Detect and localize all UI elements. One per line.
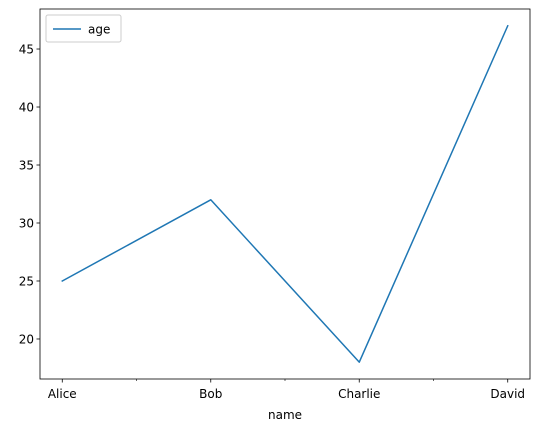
y-tick-label-45: 45 bbox=[19, 42, 34, 56]
x-tick-label-charlie: Charlie bbox=[338, 387, 380, 401]
series-line-age bbox=[61, 24, 509, 363]
x-tick-label-bob: Bob bbox=[199, 387, 222, 401]
x-tick-label-alice: Alice bbox=[48, 387, 77, 401]
y-tick-label-20: 20 bbox=[19, 332, 34, 346]
x-axis: Alice Bob Charlie David bbox=[48, 379, 525, 401]
x-axis-label: name bbox=[268, 408, 302, 422]
x-tick-label-david: David bbox=[490, 387, 525, 401]
y-tick-label-30: 30 bbox=[19, 216, 34, 230]
y-tick-label-40: 40 bbox=[19, 100, 34, 114]
y-tick-label-25: 25 bbox=[19, 274, 34, 288]
plot-frame bbox=[39, 8, 531, 380]
plot-area bbox=[40, 9, 530, 379]
legend-label-age: age bbox=[88, 23, 110, 37]
series-layer bbox=[61, 24, 509, 363]
legend-box bbox=[45, 14, 122, 43]
y-tick-label-35: 35 bbox=[19, 158, 34, 172]
legend: age bbox=[45, 14, 122, 43]
y-axis: 20 25 30 35 40 45 bbox=[19, 42, 40, 346]
